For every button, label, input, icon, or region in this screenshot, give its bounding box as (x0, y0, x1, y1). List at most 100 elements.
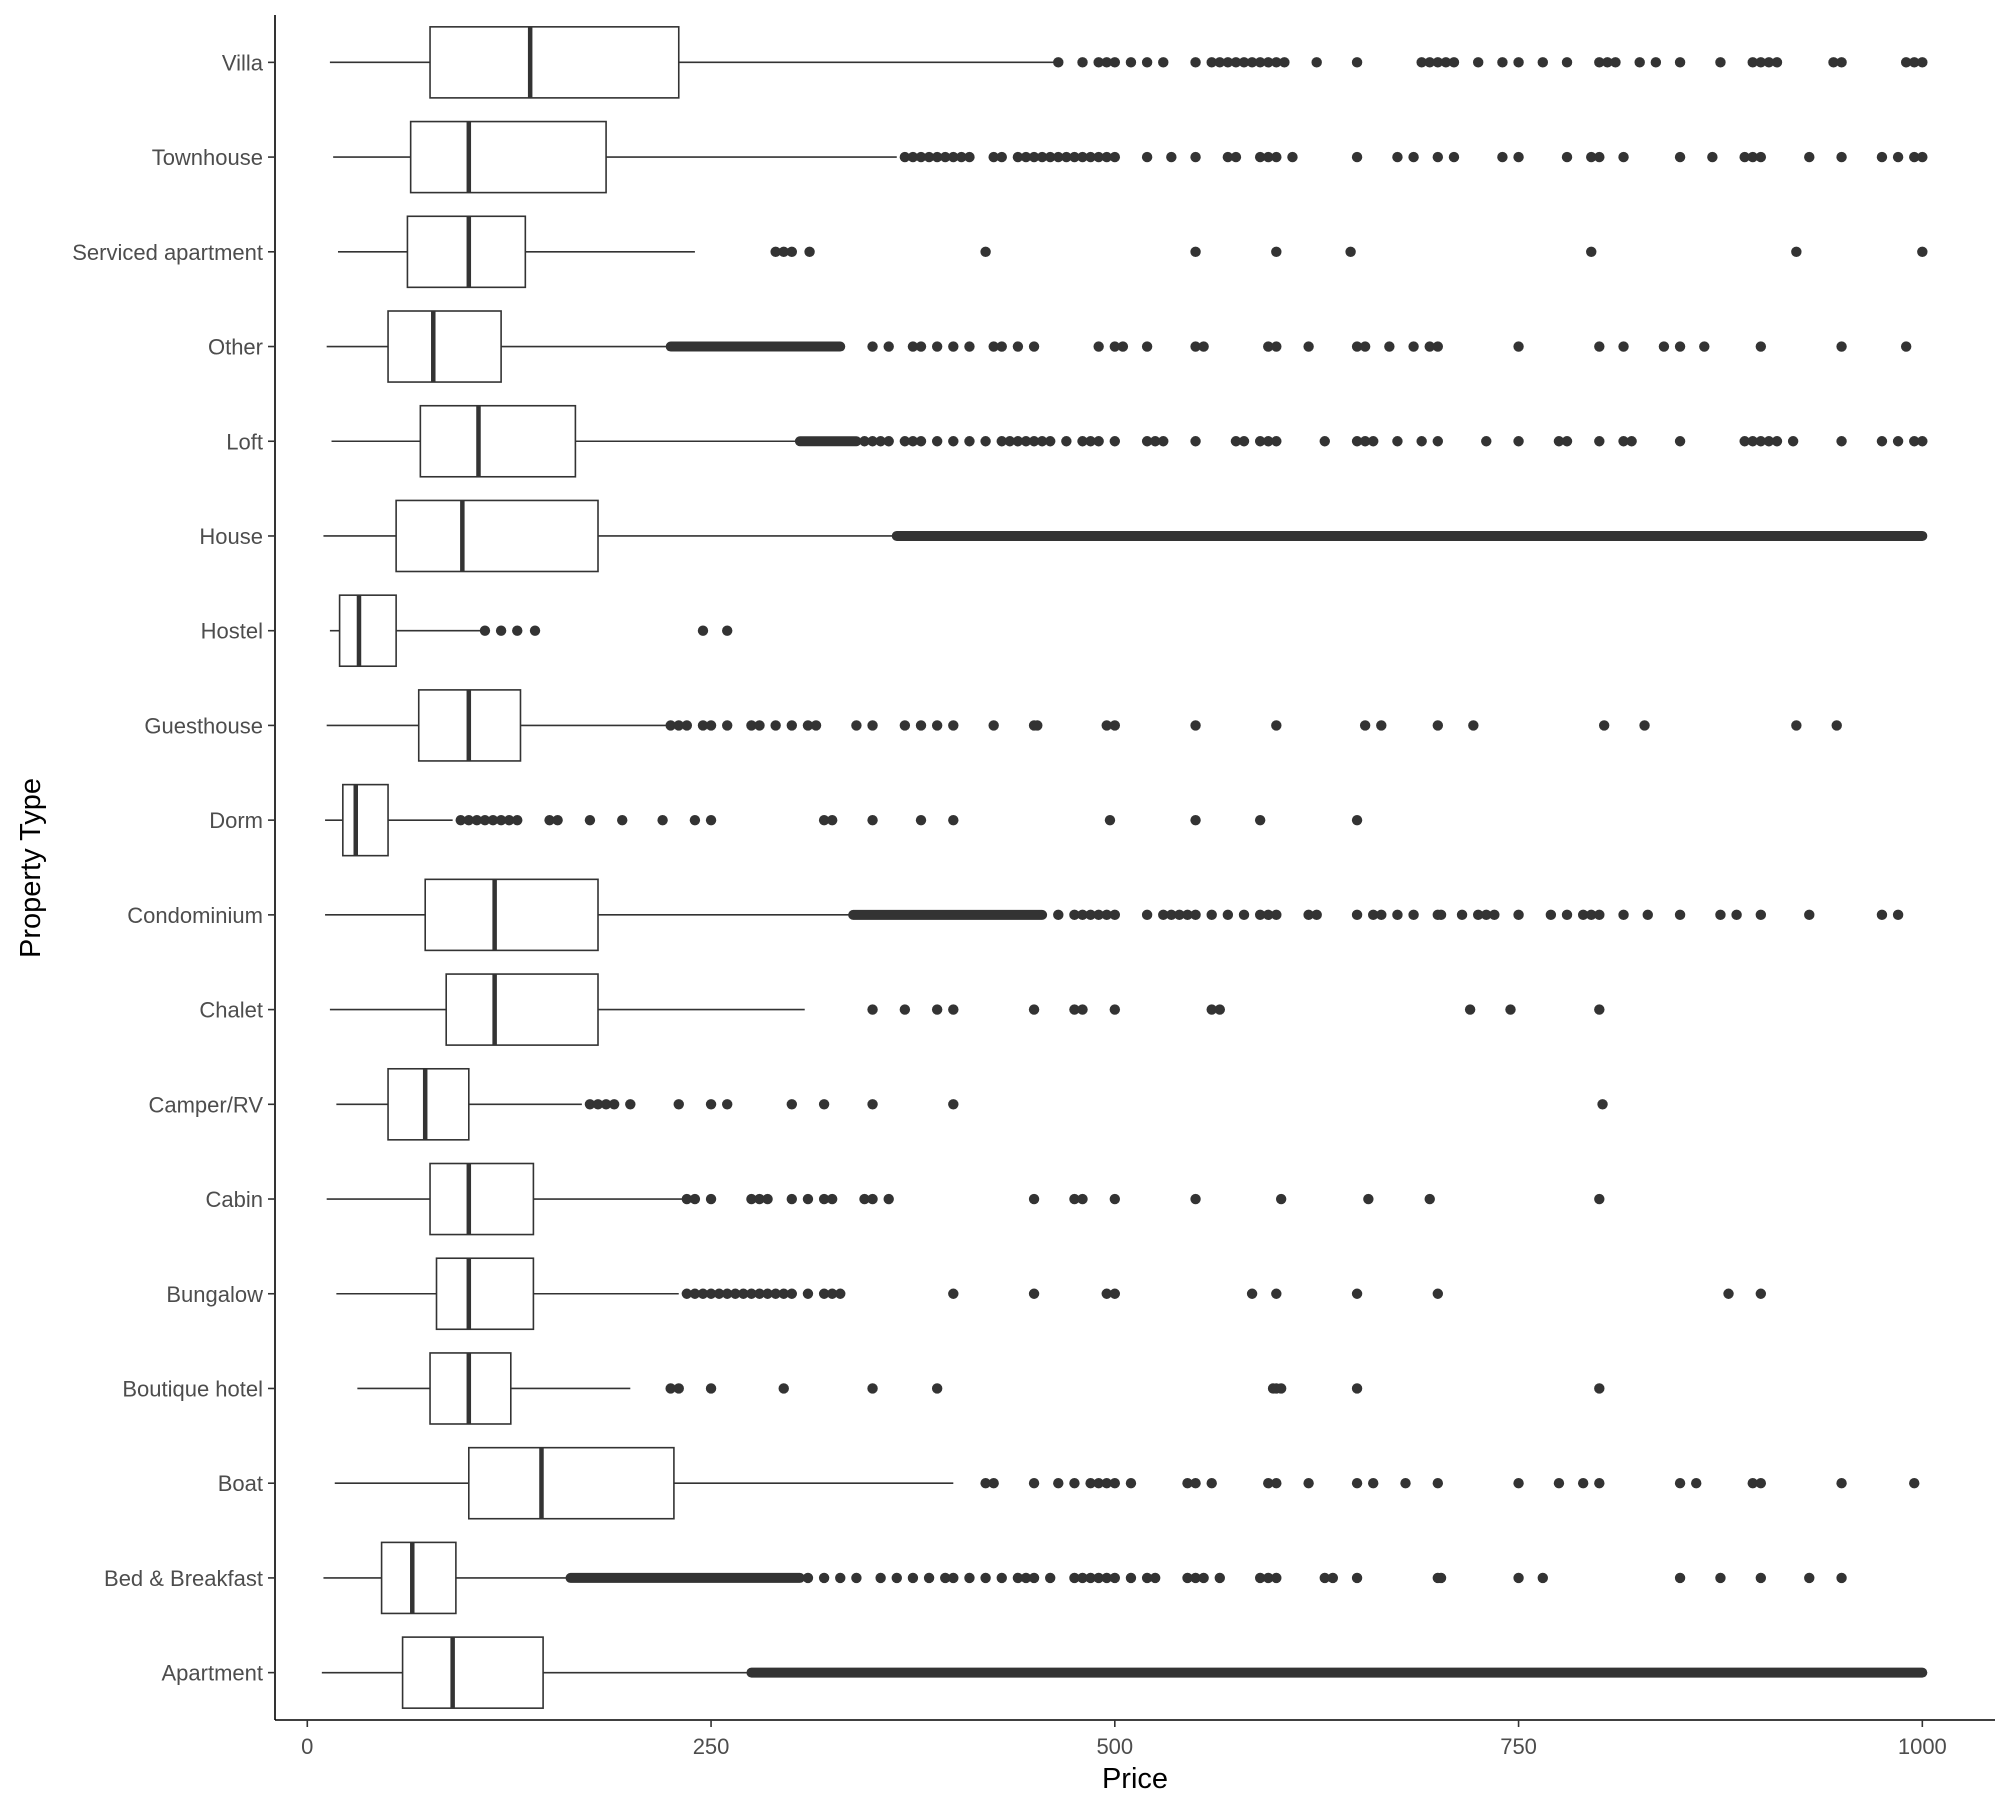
outlier-point (625, 1099, 636, 1110)
outlier-point (1182, 1477, 1193, 1489)
outlier-point (1254, 814, 1266, 826)
outlier-point (1004, 436, 1016, 447)
outlier-point (1674, 909, 1686, 921)
outlier-point (1892, 436, 1904, 447)
outlier-point (1109, 57, 1121, 68)
outlier-point (1464, 1004, 1476, 1015)
outlier-point (1497, 57, 1508, 68)
y-tick-label: Bungalow (166, 1282, 263, 1307)
outlier-point (512, 814, 523, 826)
outlier-point (883, 341, 894, 352)
outlier-band (848, 909, 1048, 920)
outlier-point (1351, 1572, 1363, 1584)
outlier-point (1739, 436, 1750, 447)
outlier-point (1263, 57, 1274, 68)
x-tick-label: 250 (693, 1734, 730, 1759)
outlier-point (1791, 720, 1802, 731)
outlier-point (1909, 1477, 1920, 1489)
outlier-point (1731, 909, 1742, 921)
outlier-point (1747, 436, 1758, 447)
outlier-point (786, 1288, 798, 1299)
iqr-box (380, 1541, 457, 1615)
outlier-point (1012, 151, 1024, 163)
outlier-point (1109, 1193, 1121, 1205)
outlier-point (1594, 1004, 1605, 1015)
outlier-point (1481, 909, 1492, 921)
y-tick-label: Guesthouse (144, 713, 263, 738)
outlier-point (1674, 436, 1686, 447)
outlier-point (1642, 909, 1653, 921)
outlier-point (1505, 1004, 1516, 1015)
y-tick-label: Other (208, 335, 263, 360)
outlier-point (1602, 57, 1613, 68)
outlier-point (1674, 1572, 1686, 1584)
outlier-point (907, 151, 919, 163)
outlier-point (1610, 57, 1621, 68)
outlier-point (1747, 151, 1758, 163)
outlier-point (1755, 341, 1767, 352)
outlier-point (1190, 720, 1201, 731)
outlier-point (1513, 436, 1524, 447)
outlier-point (1917, 436, 1928, 447)
outlier-point (600, 1099, 612, 1110)
outlier-point (697, 720, 709, 731)
outlier-point (1472, 909, 1484, 921)
outlier-point (463, 814, 475, 826)
outlier-point (1594, 151, 1605, 163)
outlier-point (1109, 1572, 1121, 1584)
outlier-point (948, 151, 959, 163)
outlier-point (1747, 57, 1758, 68)
outlier-point (1190, 1572, 1201, 1584)
outlier-point (802, 1193, 814, 1205)
outlier-point (1787, 436, 1799, 447)
outlier-point (1319, 436, 1330, 447)
outlier-point (835, 1572, 846, 1584)
outlier-point (786, 720, 798, 731)
outlier-point (980, 1572, 991, 1584)
outlier-point (1594, 909, 1605, 921)
outlier-point (1909, 151, 1920, 163)
outlier-point (1892, 909, 1904, 921)
outlier-point (1828, 57, 1839, 68)
outlier-point (681, 720, 693, 731)
outlier-point (931, 720, 943, 731)
outlier-point (1900, 341, 1912, 352)
outlier-point (851, 720, 862, 731)
box-group (323, 1541, 1847, 1615)
outlier-point (818, 1288, 830, 1299)
outlier-point (1069, 151, 1080, 163)
box-group (325, 878, 1904, 952)
outlier-point (1141, 909, 1153, 921)
outlier-point (1141, 436, 1153, 447)
outlier-point (1214, 1572, 1225, 1584)
outlier-point (1254, 1572, 1266, 1584)
outlier-point (1287, 151, 1298, 163)
outlier-point (826, 1288, 838, 1299)
outlier-point (1246, 57, 1258, 68)
outlier-point (1125, 1572, 1137, 1584)
outlier-point (1158, 909, 1169, 921)
outlier-point (1254, 436, 1266, 447)
outlier-point (689, 1193, 701, 1205)
outlier-point (1271, 57, 1282, 68)
outlier-point (948, 720, 959, 731)
outlier-point (1045, 1572, 1056, 1584)
outlier-point (1359, 720, 1371, 731)
outlier-point (1077, 1004, 1088, 1015)
outlier-point (1093, 341, 1104, 352)
outlier-point (891, 1572, 902, 1584)
outlier-point (802, 720, 814, 731)
outlier-point (931, 151, 943, 163)
outlier-point (1586, 246, 1597, 258)
outlier-point (778, 246, 789, 258)
outlier-point (883, 436, 894, 447)
outlier-point (964, 436, 975, 447)
outlier-point (1109, 1288, 1121, 1299)
outlier-point (762, 1288, 773, 1299)
outlier-point (471, 814, 483, 826)
outlier-point (1537, 1572, 1548, 1584)
outlier-point (1158, 57, 1169, 68)
outlier-point (1077, 1193, 1088, 1205)
outlier-point (907, 436, 919, 447)
